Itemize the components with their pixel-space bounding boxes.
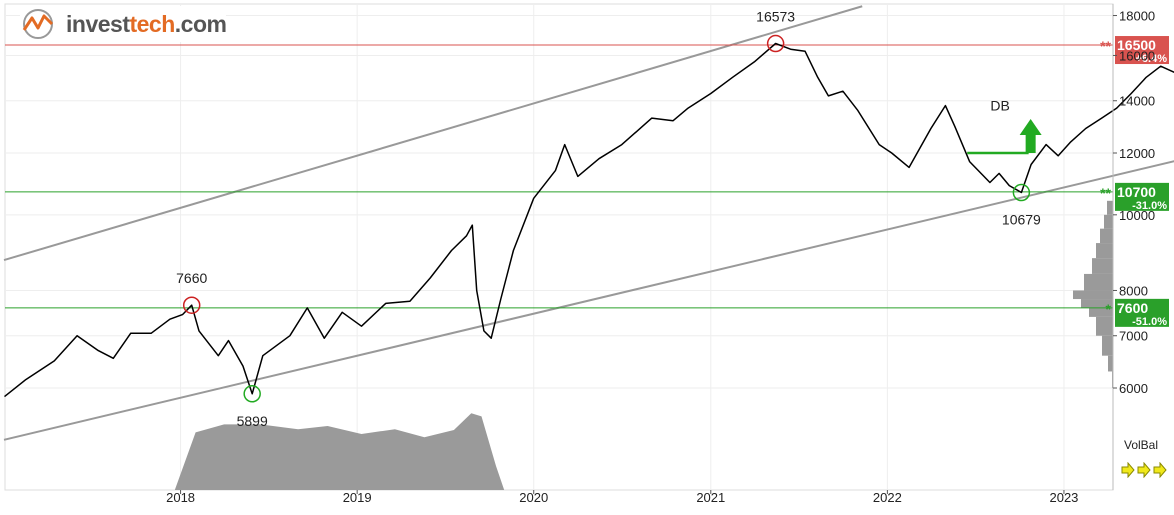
extreme-marker-5899 [243,385,261,403]
level-label-box [1115,182,1169,200]
extreme-marker-10679 [1012,183,1031,202]
y-tick-label: 6000 [1119,381,1148,396]
level-label-box [1115,36,1169,54]
volume-profile-bar [1073,290,1113,300]
volbal-arrows [1121,462,1167,478]
axes: 6000 7000 8000 10000 12000 14000 16000 18000 201… [166,4,1155,505]
logo-mark-icon [22,9,54,39]
x-tick-label: 2021 [696,490,725,505]
volume-profile [1073,200,1113,388]
yellow-right-arrow-icon [1137,462,1151,478]
level-change: -31.0% [1132,200,1167,212]
level-label-box [1115,298,1169,316]
volume-profile-bar [1108,355,1113,372]
horizontal-levels: ** 16500+6.4% ** 10700-31.0% * 7600-51.0% [5,36,1169,328]
annotation-label: 16573 [756,9,795,25]
investtech-logo[interactable]: investtech.com [20,6,227,42]
level-change-box [1115,198,1169,211]
extreme-marker-7660 [182,296,201,314]
volume-profile-bar [1104,214,1113,229]
logo-text: investtech.com [66,10,227,38]
annotation-label: DB [990,98,1009,114]
volume-profile-bar [1081,299,1113,308]
y-tick-label: 12000 [1119,146,1155,161]
x-tick-label: 2022 [873,490,902,505]
logo-suffix: .com [174,10,227,37]
x-tick-label: 2018 [166,490,195,505]
volume-profile-bar [1102,335,1113,356]
price-series [4,42,1174,398]
level-marker: ** [1100,38,1111,54]
yellow-right-arrow-icon [1153,462,1167,478]
level-change: -51.0% [1132,316,1167,328]
annotation-label: 5899 [237,413,268,429]
plot-frame [4,3,1114,491]
level-change-box [1115,52,1169,65]
logo-accent: tech [129,10,175,37]
x-tick-label: 2019 [343,490,372,505]
y-tick-label: 18000 [1119,9,1155,24]
annotation-label: 7660 [176,270,207,286]
y-tick-label: 7000 [1119,329,1148,344]
y-tick-label: 14000 [1119,94,1155,109]
breakout-arrow-icon [1019,119,1042,153]
volbal-label: VolBal [1124,438,1159,452]
level-value: 7600 [1117,300,1148,316]
volume-profile-bar [1084,273,1113,291]
extreme-marker-16573 [766,34,785,53]
level-change: +6.4% [1136,53,1168,65]
level-value: 16500 [1117,37,1156,53]
volume-area [174,413,505,490]
volume-profile-bar [1096,243,1113,259]
volume-profile-bar [1096,316,1113,336]
volume-profile-bar [1089,307,1113,317]
y-tick-label: 16000 [1119,48,1155,63]
trend-channel [3,5,1174,441]
volume-profile-bar [1092,258,1113,274]
double-bottom-pattern [967,119,1042,155]
level-value: 10700 [1117,184,1156,200]
annotations: 16573 7660 5899 10679 DB [176,9,1041,429]
yellow-right-arrow-icon [1121,462,1135,478]
annotation-label: 10679 [1002,212,1041,228]
volume-profile-bar [1107,200,1113,215]
x-tick-label: 2023 [1049,490,1078,505]
trend-line-upper [3,5,863,262]
volume-profile-bar [1100,228,1113,244]
volume-area-shape [174,413,505,490]
level-marker: * [1106,301,1112,317]
y-tick-label: 8000 [1119,283,1148,298]
trend-line-lower [3,160,1174,441]
level-marker: ** [1100,185,1111,201]
level-change-box [1115,314,1169,327]
y-tick-label: 10000 [1119,208,1155,223]
logo-prefix: invest [66,10,130,37]
price-line [4,42,1174,398]
x-tick-label: 2020 [519,490,548,505]
grid [4,3,1114,491]
